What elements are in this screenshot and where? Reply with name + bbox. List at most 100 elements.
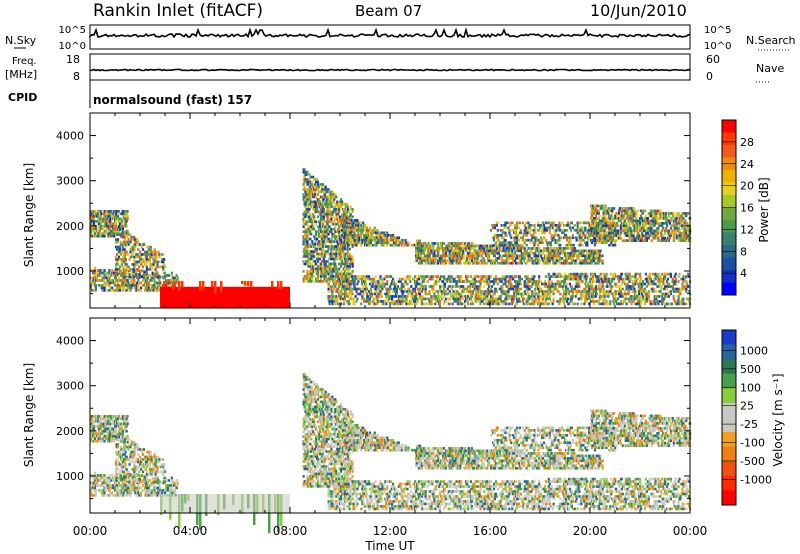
power-echo (120, 273, 123, 276)
power-echo (133, 265, 136, 269)
power-echo (409, 275, 412, 278)
power-echo (115, 258, 118, 261)
power-echo (362, 290, 365, 293)
power-echo (303, 217, 306, 221)
power-echo (132, 250, 135, 254)
power-echo (610, 222, 613, 225)
power-echo (460, 277, 463, 281)
power-echo (140, 269, 144, 272)
power-echo (619, 229, 623, 233)
power-echo (653, 229, 656, 233)
power-echo (108, 284, 111, 287)
power-echo (444, 261, 448, 265)
power-echo (677, 219, 680, 223)
power-echo (479, 297, 482, 301)
power-echo (543, 231, 547, 235)
power-echo (540, 238, 544, 242)
power-echo (659, 209, 662, 213)
power-echo (469, 297, 473, 301)
power-echo (625, 229, 628, 233)
power-echo (319, 227, 323, 231)
power-echo (493, 254, 497, 258)
power-echo (516, 233, 520, 237)
power-echo (305, 173, 308, 176)
power-echo (320, 203, 323, 206)
power-echo (378, 292, 381, 296)
power-echo (141, 265, 145, 269)
power-echo (380, 285, 383, 288)
power-echo (613, 207, 616, 210)
power-echo (437, 300, 440, 303)
power-echo (395, 290, 398, 293)
power-echo (320, 280, 323, 283)
power-echo (338, 210, 341, 214)
power-echo (316, 260, 320, 263)
power-echo (559, 243, 562, 247)
power-echo (426, 297, 429, 301)
power-echo (625, 217, 628, 220)
power-echo (465, 249, 469, 253)
power-echo (340, 295, 343, 298)
power-echo (670, 231, 673, 235)
power-echo (453, 300, 456, 303)
power-echo (530, 238, 533, 242)
power-echo (100, 271, 103, 275)
power-echo (585, 261, 588, 265)
power-echo (309, 203, 312, 206)
power-echo (590, 212, 593, 215)
power-echo (640, 236, 644, 240)
power-echo (412, 295, 415, 298)
power-echo (476, 287, 479, 291)
power-echo (679, 224, 682, 228)
power-echo (644, 224, 648, 228)
power-echo (353, 277, 356, 281)
power-echo (349, 295, 352, 298)
power-echo (125, 263, 128, 266)
power-echo (366, 297, 370, 301)
power-echo (389, 285, 392, 288)
power-echo (612, 239, 615, 242)
power-echo (465, 256, 469, 260)
power-echo (640, 209, 643, 213)
power-echo (641, 212, 645, 215)
power-echo (444, 300, 448, 303)
power-echo (386, 243, 389, 247)
power-echo (464, 261, 467, 265)
power-echo (131, 253, 134, 256)
power-echo (390, 300, 394, 303)
power-echo (124, 215, 127, 218)
power-echo (515, 233, 518, 237)
power-echo (355, 277, 358, 281)
power-echo (381, 236, 384, 240)
power-echo (467, 254, 471, 258)
power-echo (512, 259, 515, 263)
power-echo (103, 232, 106, 235)
power-echo (657, 231, 660, 235)
power-echo (327, 232, 330, 236)
power-echo (331, 297, 334, 301)
power-echo (368, 302, 372, 306)
power-echo (372, 277, 375, 281)
power-echo (404, 280, 407, 283)
power-echo (617, 212, 621, 215)
power-echo (311, 255, 314, 258)
power-echo (97, 222, 100, 226)
power-echo (104, 281, 107, 285)
power-echo (459, 259, 462, 263)
power-echo (633, 229, 636, 233)
power-echo (313, 247, 316, 251)
power-echo (326, 227, 329, 231)
power-echo (96, 215, 99, 218)
power-echo (322, 217, 325, 221)
power-echo (503, 259, 506, 263)
power-echo (665, 217, 669, 220)
power-echo (478, 252, 481, 255)
power-echo (317, 185, 321, 189)
power-echo (582, 252, 585, 255)
power-echo (537, 221, 540, 225)
power-echo (310, 250, 313, 253)
power-echo (659, 212, 662, 215)
power-echo (328, 208, 331, 211)
power-echo (378, 300, 381, 303)
power-echo (125, 212, 128, 216)
